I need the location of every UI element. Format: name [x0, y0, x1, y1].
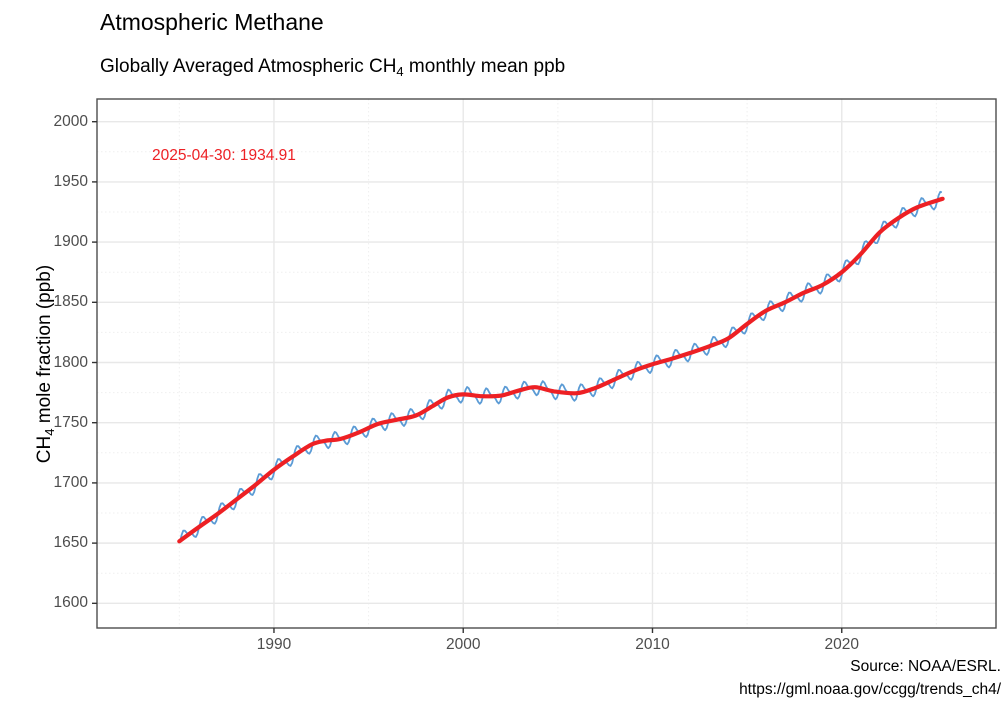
caption-url: https://gml.noaa.gov/ccgg/trends_ch4/ — [739, 681, 1001, 698]
chart-title: Atmospheric Methane — [100, 9, 324, 35]
monthly-mean-line — [179, 190, 943, 542]
x-tick-label: 2020 — [824, 636, 859, 653]
x-tick-label: 2000 — [445, 636, 481, 653]
y-tick-label: 2000 — [53, 112, 88, 130]
trend-line — [177, 196, 945, 544]
y-tick-label: 1700 — [53, 473, 88, 491]
y-axis-title-suffix: mole fraction (ppb) — [34, 264, 55, 429]
annotation-label: 2025-04-30: 1934.91 — [152, 147, 296, 164]
x-tick-label: 2010 — [635, 636, 670, 653]
chart-subtitle: Globally Averaged Atmospheric CH4 monthl… — [100, 56, 566, 79]
y-tick-label: 1600 — [53, 594, 88, 612]
y-tick-label: 1650 — [53, 534, 88, 552]
y-axis-title-text: CH — [34, 435, 55, 464]
chart-subtitle-text: Globally Averaged Atmospheric CH — [100, 56, 397, 77]
plot-panel-border — [96, 98, 997, 629]
chart-subtitle-subscript: 4 — [396, 64, 404, 79]
y-tick-label: 1850 — [53, 293, 88, 311]
y-tick-label: 1800 — [53, 353, 88, 371]
y-tick-label: 1900 — [53, 233, 88, 251]
caption-source: Source: NOAA/ESRL. — [850, 658, 1001, 675]
x-tick-label: 1990 — [256, 636, 292, 653]
chart-caption: Source: NOAA/ESRL. https://gml.noaa.gov/… — [739, 655, 1001, 701]
chart-subtitle-suffix: monthly mean ppb — [403, 56, 566, 77]
y-tick-label: 1750 — [53, 413, 88, 431]
y-tick-label: 1950 — [53, 172, 88, 190]
